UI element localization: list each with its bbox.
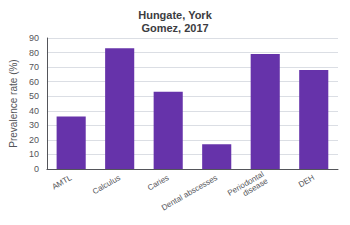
svg-text:Calculus: Calculus <box>91 173 122 196</box>
svg-text:Caries: Caries <box>146 173 170 192</box>
svg-text:Prevalence rate (%): Prevalence rate (%) <box>8 59 19 147</box>
svg-text:90: 90 <box>29 33 39 43</box>
svg-text:Dental abscesses: Dental abscesses <box>160 173 219 212</box>
svg-text:50: 50 <box>29 91 39 101</box>
svg-text:60: 60 <box>29 77 39 87</box>
svg-text:30: 30 <box>29 120 39 130</box>
svg-text:40: 40 <box>29 106 39 116</box>
svg-text:Periodontal: Periodontal <box>226 169 266 198</box>
svg-text:80: 80 <box>29 48 39 58</box>
svg-text:0: 0 <box>34 164 39 174</box>
svg-text:10: 10 <box>29 149 39 159</box>
svg-text:20: 20 <box>29 135 39 145</box>
svg-text:Gomez, 2017: Gomez, 2017 <box>141 22 208 34</box>
svg-text:AMTL: AMTL <box>50 173 73 192</box>
svg-text:70: 70 <box>29 62 39 72</box>
svg-text:Hungate, York: Hungate, York <box>138 9 212 21</box>
svg-text:DEH: DEH <box>297 173 316 189</box>
svg-text:disease: disease <box>241 176 270 198</box>
